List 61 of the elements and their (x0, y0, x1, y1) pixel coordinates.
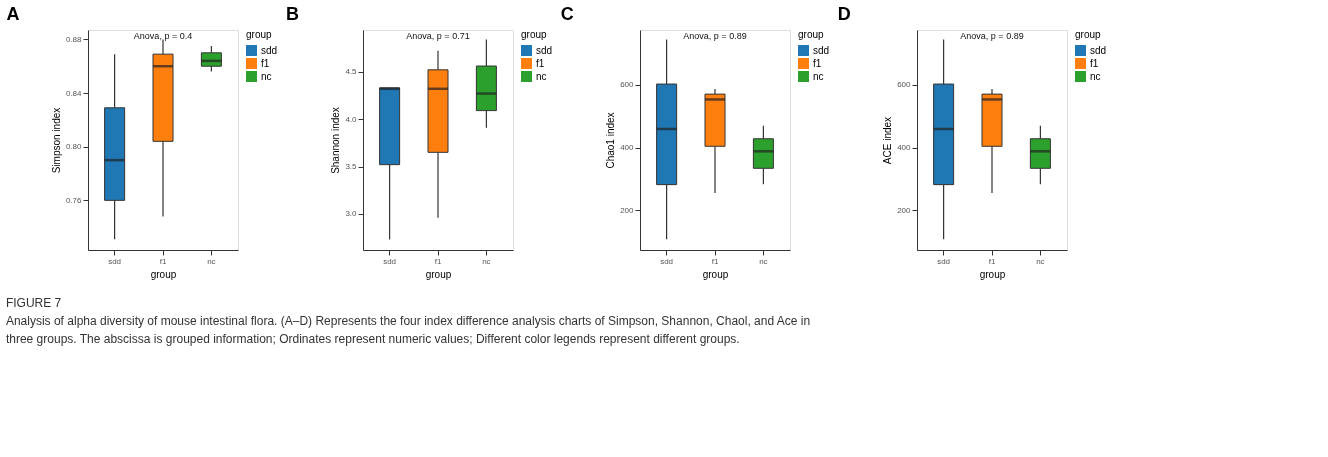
legend-label: sdd (813, 44, 830, 56)
x-tick-label: f1 (711, 256, 719, 266)
x-tick-label: sdd (383, 256, 397, 266)
y-tick-label: 0.76 (65, 195, 83, 205)
legend-label: sdd (261, 44, 278, 56)
x-tick-label: nc (207, 256, 216, 266)
y-tick-label: 3.0 (345, 209, 358, 219)
chart-title: A (6, 4, 20, 24)
chart-title: D (837, 4, 851, 24)
x-tick-label: f1 (434, 256, 442, 266)
caption: FIGURE 7 (5, 295, 62, 310)
y-tick-label: 0.80 (65, 142, 83, 152)
legend-label: f1 (536, 57, 545, 69)
y-tick-label: 600 (620, 80, 635, 90)
annotation: Anova, p = 0.89 (960, 31, 1024, 41)
x-tick-label: sdd (937, 256, 951, 266)
y-tick-label: 200 (620, 205, 635, 215)
x-tick-label: sdd (108, 256, 122, 266)
x-tick-label: sdd (660, 256, 674, 266)
y-tick-label: 0.88 (65, 34, 83, 44)
y-tick-label: 4.5 (345, 67, 358, 77)
y-tick-label: 0.84 (65, 88, 83, 98)
x-tick-label: nc (759, 256, 768, 266)
x-axis-title: group (425, 268, 452, 280)
legend-label: nc (261, 70, 272, 82)
y-tick-label: 400 (620, 143, 635, 153)
legend-title: group (521, 29, 548, 40)
legend-label: nc (813, 70, 824, 82)
x-axis-title: group (702, 268, 729, 280)
chart-title: C (560, 4, 574, 24)
y-axis-title: Shannon index (330, 107, 342, 174)
legend-title: group (246, 29, 273, 40)
y-axis-title: Chao1 index (605, 112, 617, 169)
legend-label: nc (536, 70, 547, 82)
text: Analysis of alpha diversity of mouse intestinal flora. (A–D) Represents the four index difference analysis charts of Simpson, Shannon, Chaol, and Ace in (5, 313, 811, 328)
legend-label: f1 (1090, 57, 1099, 69)
chart-title: B (285, 4, 299, 24)
x-axis-title: group (150, 268, 177, 280)
x-tick-label: f1 (159, 256, 167, 266)
annotation: Anova, p = 0.89 (683, 31, 747, 41)
x-tick-label: nc (1036, 256, 1045, 266)
y-tick-label: 4.0 (345, 114, 358, 124)
x-tick-label: nc (482, 256, 491, 266)
annotation: Anova, p = 0.71 (406, 31, 470, 41)
y-tick-label: 400 (897, 143, 912, 153)
y-axis-title: ACE index (882, 116, 894, 165)
x-tick-label: f1 (988, 256, 996, 266)
y-tick-label: 3.5 (345, 162, 358, 172)
y-tick-label: 600 (897, 80, 912, 90)
x-axis-title: group (979, 268, 1006, 280)
y-tick-label: 200 (897, 205, 912, 215)
legend-title: group (798, 29, 825, 40)
legend-label: f1 (813, 57, 822, 69)
legend-label: sdd (1090, 44, 1107, 56)
text: three groups. The abscissa is grouped information; Ordinates represent numeric values; Different color legends represent different groups. (5, 331, 740, 346)
legend-title: group (1075, 29, 1102, 40)
legend-label: nc (1090, 70, 1101, 82)
legend-label: f1 (261, 57, 270, 69)
annotation: Anova, p = 0.4 (133, 31, 193, 41)
y-axis-title: Simpson index (50, 107, 62, 174)
legend-label: sdd (536, 44, 553, 56)
